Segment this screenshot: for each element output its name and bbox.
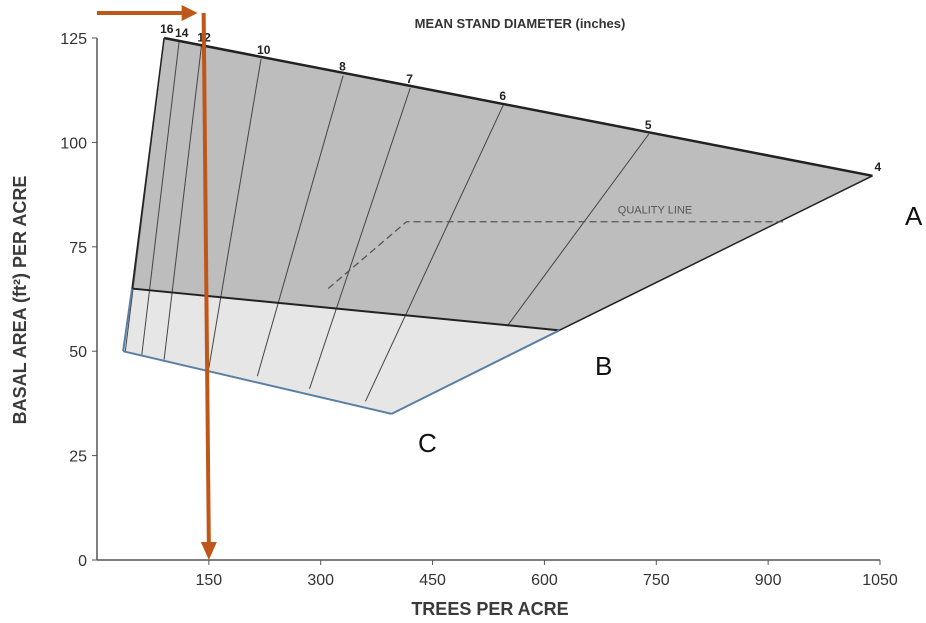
x-tick-label: 1050 [862,572,898,589]
x-tick-label: 300 [307,572,334,589]
vertical-arrow-head [200,542,217,560]
quality-line [327,221,784,290]
horizontal-arrow-head [181,4,198,21]
chart-title: MEAN STAND DIAMETER (inches) [415,16,626,31]
x-tick-label: 900 [755,572,782,589]
stocking-regions [123,38,873,414]
curve-label-B: B [595,351,612,381]
y-tick-label: 75 [69,240,87,257]
x-tick-label: 450 [419,572,446,589]
curve-A [163,36,873,178]
diameter-line-10 [208,58,262,368]
y-tick-label: 100 [60,135,87,152]
right-outline-upper [559,175,873,331]
diameter-label-5: 5 [645,118,652,132]
x-tick-label: 150 [196,572,223,589]
diameter-line-14 [141,42,180,356]
left-outline-lower [122,288,134,352]
diameter-line-8 [256,75,344,377]
quality-line-label: QUALITY LINE [618,205,692,217]
diameter-label-4: 4 [875,160,882,174]
left-outline-upper [131,37,165,289]
diameter-label-8: 8 [339,60,346,74]
diameter-line-12 [163,46,202,360]
y-tick-label: 0 [78,553,87,570]
x-tick-label: 750 [643,572,670,589]
diameter-label-7: 7 [406,72,413,86]
quality-line-group: QUALITY LINE [327,205,784,290]
upper-region [132,38,873,331]
y-tick-label: 50 [69,344,87,361]
x-axis-title: TREES PER ACRE [411,599,568,619]
curve-C [122,350,392,415]
curve-B [131,287,560,332]
axes [96,38,880,561]
curve-label-C: C [418,428,437,458]
curve-label-A: A [905,201,923,231]
reference-arrows [97,4,217,560]
stocking-curves: A B C [122,36,923,458]
diameter-line-5 [506,133,650,327]
diameter-line-7 [309,87,411,389]
diameter-label-10: 10 [257,43,271,57]
y-axis-title: BASAL AREA (ft²) PER ACRE [10,176,30,425]
right-outline-lower [391,329,560,415]
y-tick-label: 125 [60,31,87,48]
y-tick-label: 25 [69,449,87,466]
diameter-label-14: 14 [175,26,189,40]
vertical-arrow-line [201,12,211,547]
x-tick-label: 600 [531,572,558,589]
diameter-lines: 1614121087654 [124,22,882,402]
diameter-line-6 [365,104,504,402]
diameter-label-16: 16 [160,22,174,36]
diameter-label-6: 6 [499,89,506,103]
